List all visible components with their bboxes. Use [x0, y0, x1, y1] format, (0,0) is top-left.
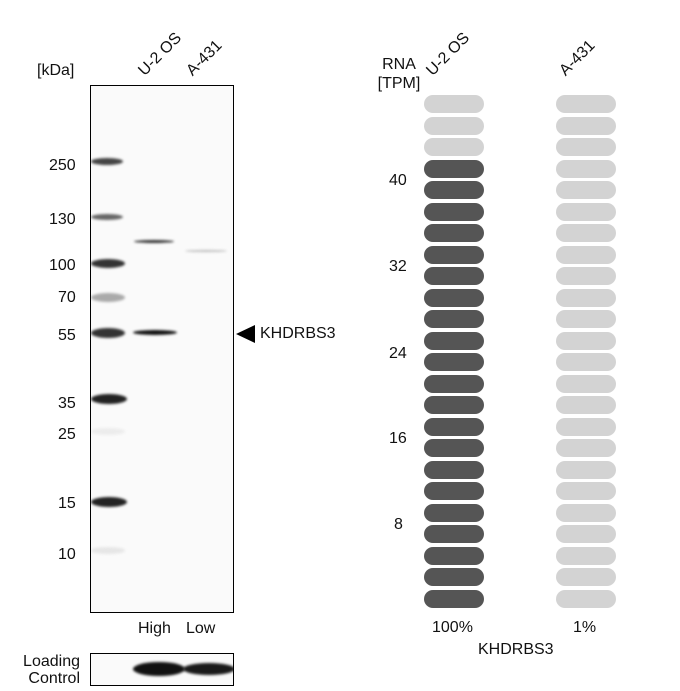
rna-segment: [424, 396, 484, 414]
rna-axis-title-line2: [TPM]: [377, 75, 421, 92]
loading-control-line1: Loading: [23, 653, 80, 670]
rna-segment: [424, 116, 484, 135]
marker-10: 10: [58, 546, 76, 563]
rna-segment: [424, 202, 484, 221]
rna-percent-a431: 1%: [573, 619, 597, 636]
loading-control-line2: Control: [28, 670, 80, 687]
rna-segment: [424, 525, 484, 543]
loading-control-blot: [90, 653, 234, 686]
rna-segment: [424, 546, 484, 565]
rna-tick-32: 32: [389, 258, 407, 275]
rna-segment: [556, 116, 616, 135]
rna-lane-label-a431: A-431: [556, 37, 599, 80]
rna-segment: [556, 439, 616, 457]
rna-segment: [556, 374, 616, 393]
loading-band-a431: [183, 663, 233, 675]
rna-segment: [424, 503, 484, 522]
rna-segment: [556, 546, 616, 565]
rna-segment: [556, 245, 616, 264]
ladder-band: [91, 394, 127, 404]
rna-percent-u2os: 100%: [432, 619, 473, 636]
rna-segment: [424, 245, 484, 264]
rna-segment: [424, 159, 484, 178]
rna-segment: [556, 525, 616, 543]
ladder-band: [91, 497, 127, 507]
level-low: Low: [186, 620, 216, 637]
rna-segment: [424, 568, 484, 586]
rna-segment: [424, 439, 484, 457]
rna-segment: [556, 138, 616, 156]
ladder-band: [91, 214, 123, 220]
marker-70: 70: [58, 289, 76, 306]
rna-axis-title: RNA [TPM]: [375, 55, 423, 93]
rna-tick-40: 40: [389, 172, 407, 189]
rna-segment: [424, 138, 484, 156]
marker-15: 15: [58, 495, 76, 512]
target-label: KHDRBS3: [260, 325, 336, 342]
rna-tick-24: 24: [389, 345, 407, 362]
marker-100: 100: [49, 257, 76, 274]
rna-segment: [424, 417, 484, 436]
level-high: High: [138, 620, 171, 637]
lane-label-u2os: U-2 OS: [135, 29, 186, 80]
rna-segment: [556, 568, 616, 586]
ladder-band: [91, 328, 125, 338]
ladder-band: [91, 158, 123, 165]
rna-segment: [556, 396, 616, 414]
rna-segment: [424, 224, 484, 242]
marker-250: 250: [49, 157, 76, 174]
kda-unit-label: [kDa]: [37, 62, 75, 79]
rna-segment: [556, 159, 616, 178]
rna-segment: [556, 202, 616, 221]
a431-band-110kda: [185, 250, 227, 252]
rna-segment: [556, 310, 616, 328]
rna-segment: [424, 460, 484, 479]
target-arrow-icon: [236, 325, 255, 343]
rna-segment: [556, 589, 616, 608]
rna-segment: [556, 417, 616, 436]
loading-control-label: Loading Control: [16, 653, 80, 687]
rna-segment: [556, 267, 616, 285]
rna-segment: [556, 331, 616, 350]
rna-segment: [424, 353, 484, 371]
rna-segment: [424, 288, 484, 307]
rna-segment: [424, 181, 484, 199]
rna-segment: [424, 267, 484, 285]
u2os-band-55kda: [133, 330, 177, 335]
loading-band-u2os: [133, 662, 185, 676]
rna-segment: [556, 95, 616, 113]
rna-tick-16: 16: [389, 430, 407, 447]
rna-segment: [556, 503, 616, 522]
rna-axis-title-line1: RNA: [382, 56, 416, 73]
rna-segment: [556, 460, 616, 479]
u2os-band-110kda: [134, 240, 174, 243]
rna-lane-label-u2os: U-2 OS: [423, 29, 474, 80]
ladder-band: [91, 293, 125, 302]
rna-segment: [556, 224, 616, 242]
ladder-band: [91, 428, 125, 435]
marker-55: 55: [58, 327, 76, 344]
western-blot-image: [90, 85, 234, 613]
rna-segment: [424, 95, 484, 113]
rna-segment: [424, 589, 484, 608]
marker-130: 130: [49, 211, 76, 228]
ladder-band: [91, 259, 125, 268]
marker-35: 35: [58, 395, 76, 412]
ladder-band: [91, 547, 125, 554]
rna-segment: [424, 310, 484, 328]
rna-segment: [424, 482, 484, 500]
rna-segment: [424, 331, 484, 350]
rna-segment: [556, 181, 616, 199]
lane-label-a431: A-431: [183, 37, 226, 80]
rna-tick-8: 8: [394, 516, 403, 533]
rna-gene-label: KHDRBS3: [478, 641, 554, 658]
rna-segment: [556, 288, 616, 307]
rna-segment: [556, 482, 616, 500]
marker-25: 25: [58, 426, 76, 443]
rna-segment: [424, 374, 484, 393]
rna-segment: [556, 353, 616, 371]
